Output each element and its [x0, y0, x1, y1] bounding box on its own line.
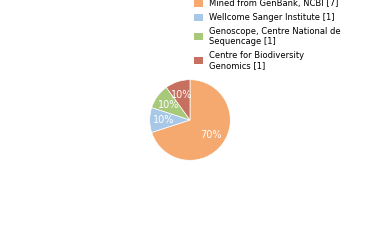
Text: 10%: 10%: [171, 90, 193, 100]
Text: 10%: 10%: [153, 115, 174, 125]
Wedge shape: [152, 80, 230, 160]
Wedge shape: [166, 80, 190, 120]
Legend: Mined from GenBank, NCBI [7], Wellcome Sanger Institute [1], Genoscope, Centre N: Mined from GenBank, NCBI [7], Wellcome S…: [194, 0, 341, 70]
Wedge shape: [150, 108, 190, 132]
Text: 70%: 70%: [201, 130, 222, 140]
Wedge shape: [152, 87, 190, 120]
Text: 10%: 10%: [158, 100, 179, 110]
